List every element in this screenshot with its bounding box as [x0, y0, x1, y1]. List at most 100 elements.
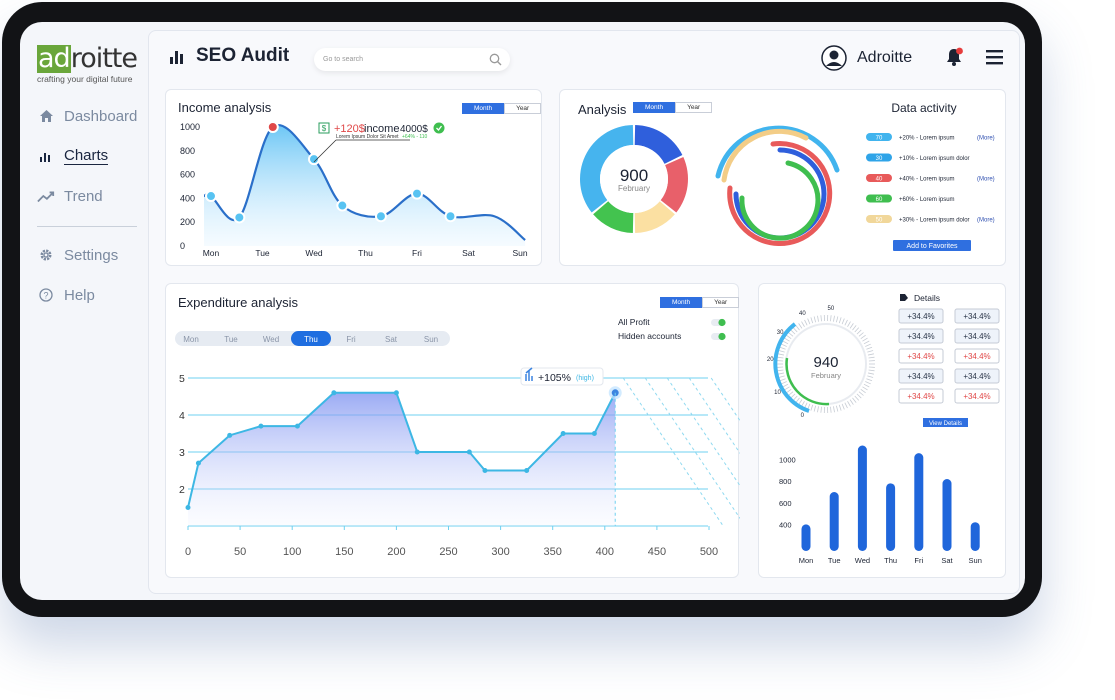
- expenditure-data-point[interactable]: [560, 431, 566, 436]
- stat-badge[interactable]: [898, 308, 944, 324]
- income-data-point[interactable]: [233, 211, 246, 224]
- expenditure-y-tick: 5: [179, 373, 185, 385]
- stat-badge[interactable]: [954, 368, 1000, 384]
- view-details-button[interactable]: [923, 418, 968, 427]
- donut-slice[interactable]: [660, 157, 688, 213]
- expenditure-data-point[interactable]: [294, 423, 300, 429]
- dollar-icon-glyph: $: [322, 124, 327, 133]
- more-link[interactable]: (More): [977, 218, 995, 224]
- bar[interactable]: [857, 445, 867, 551]
- day-tab[interactable]: Mon: [183, 335, 199, 344]
- stat-badge[interactable]: [898, 348, 944, 364]
- gauge-tick: [777, 369, 784, 372]
- stat-badge[interactable]: [898, 368, 944, 384]
- month-toggle[interactable]: Month: [462, 103, 505, 114]
- income-highlight-point[interactable]: [266, 121, 279, 133]
- bar[interactable]: [829, 492, 839, 551]
- gauge-tick: [833, 315, 835, 322]
- income-period-toggle: Month Year: [462, 103, 542, 114]
- gauge-tick: [784, 386, 790, 391]
- expenditure-data-point[interactable]: [414, 449, 420, 455]
- device-frame: ad roitte crafting your digital future D…: [2, 2, 1042, 617]
- income-data-point[interactable]: [308, 153, 320, 166]
- gauge-tick: [856, 393, 862, 399]
- gauge-tick: [836, 405, 839, 412]
- bar[interactable]: [801, 524, 811, 551]
- brand-logo[interactable]: ad roitte crafting your digital future: [37, 45, 138, 84]
- gauge-tick: [781, 381, 787, 385]
- gauge-tick: [844, 319, 848, 326]
- income-data-point[interactable]: [374, 210, 387, 223]
- expenditure-data-point[interactable]: [185, 505, 191, 510]
- expenditure-data-point[interactable]: [482, 468, 488, 473]
- income-data-point[interactable]: [336, 199, 349, 212]
- month-toggle[interactable]: Month: [633, 102, 676, 113]
- income-data-point[interactable]: [444, 210, 457, 223]
- bar[interactable]: [942, 479, 952, 551]
- donut-slice[interactable]: [593, 201, 634, 233]
- expenditure-data-point[interactable]: [331, 390, 337, 396]
- bar[interactable]: [886, 483, 896, 551]
- details-title: Details: [914, 293, 940, 303]
- expenditure-data-point[interactable]: [195, 460, 201, 466]
- expenditure-data-point[interactable]: [393, 390, 399, 396]
- notification-bell-icon[interactable]: [944, 47, 964, 67]
- day-tab[interactable]: Fri: [346, 335, 356, 344]
- bar[interactable]: [914, 453, 924, 551]
- day-tab[interactable]: Sat: [385, 335, 398, 344]
- user-menu[interactable]: Adroitte: [821, 45, 912, 71]
- gauge-tick: [858, 332, 864, 337]
- year-toggle[interactable]: Year: [504, 103, 542, 114]
- search-icon[interactable]: [489, 53, 502, 66]
- callout-label: income: [364, 123, 399, 135]
- sidebar-item-dashboard[interactable]: Dashboard: [37, 96, 147, 136]
- sidebar-item-settings[interactable]: Settings: [37, 235, 147, 275]
- day-tab[interactable]: Thu: [304, 335, 318, 344]
- expenditure-x-tick: 250: [439, 546, 457, 558]
- stat-badge[interactable]: [954, 388, 1000, 404]
- expenditure-highlight-point[interactable]: [611, 389, 619, 397]
- add-to-favorites-button[interactable]: [893, 240, 971, 251]
- gauge-scale-label: 30: [777, 330, 784, 336]
- stat-badge[interactable]: [954, 348, 1000, 364]
- expenditure-data-point[interactable]: [466, 449, 472, 455]
- forecast-hatch: [614, 377, 740, 527]
- month-toggle[interactable]: Month: [660, 297, 703, 308]
- day-tab[interactable]: Sun: [424, 335, 438, 344]
- app-screen: ad roitte crafting your digital future D…: [20, 22, 1025, 600]
- sidebar-item-trend[interactable]: Trend: [37, 176, 147, 216]
- gauge-tick: [820, 406, 822, 413]
- stat-badge[interactable]: [898, 388, 944, 404]
- more-link[interactable]: (More): [977, 136, 995, 142]
- expenditure-x-tick: 500: [700, 546, 718, 558]
- donut-slice[interactable]: [634, 201, 675, 233]
- search-input[interactable]: Go to search: [314, 48, 510, 71]
- expenditure-data-point[interactable]: [524, 468, 530, 473]
- page-title-text: SEO Audit: [196, 45, 290, 66]
- stat-badge[interactable]: [954, 328, 1000, 344]
- sidebar-item-charts[interactable]: Charts: [37, 136, 147, 176]
- expenditure-x-tick: 0: [185, 546, 191, 558]
- bar-x-tick: Sat: [941, 556, 953, 565]
- bar[interactable]: [970, 522, 980, 551]
- day-tab[interactable]: Wed: [263, 335, 279, 344]
- income-data-point[interactable]: [205, 190, 217, 203]
- expenditure-x-tick: 200: [387, 546, 405, 558]
- year-toggle[interactable]: Year: [675, 102, 713, 113]
- stat-badge[interactable]: [898, 328, 944, 344]
- sidebar-item-label: Trend: [64, 187, 103, 205]
- year-toggle[interactable]: Year: [702, 297, 740, 308]
- hamburger-menu-icon[interactable]: [986, 50, 1003, 65]
- stat-badge[interactable]: [954, 308, 1000, 324]
- more-link[interactable]: (More): [977, 177, 995, 183]
- gauge-tick: [817, 315, 819, 322]
- sidebar-item-help[interactable]: ? Help: [37, 275, 147, 315]
- activity-value: 60: [876, 197, 883, 203]
- expenditure-data-point[interactable]: [227, 432, 233, 438]
- expenditure-data-point[interactable]: [258, 423, 264, 429]
- donut-slice[interactable]: [580, 125, 634, 213]
- donut-slice[interactable]: [634, 125, 683, 164]
- day-tab[interactable]: Tue: [224, 335, 238, 344]
- expenditure-data-point[interactable]: [591, 431, 597, 436]
- income-data-point[interactable]: [411, 187, 423, 200]
